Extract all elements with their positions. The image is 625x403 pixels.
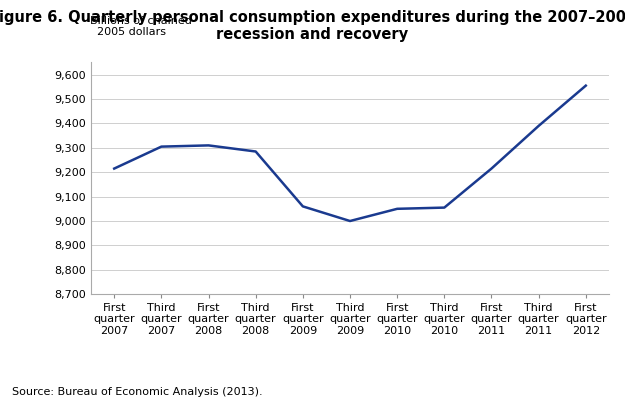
Text: Billions of chained
  2005 dollars: Billions of chained 2005 dollars	[90, 16, 192, 37]
Text: Source: Bureau of Economic Analysis (2013).: Source: Bureau of Economic Analysis (201…	[12, 387, 263, 397]
Text: Figure 6. Quarterly personal consumption expenditures during the 2007–2009
reces: Figure 6. Quarterly personal consumption…	[0, 10, 625, 42]
